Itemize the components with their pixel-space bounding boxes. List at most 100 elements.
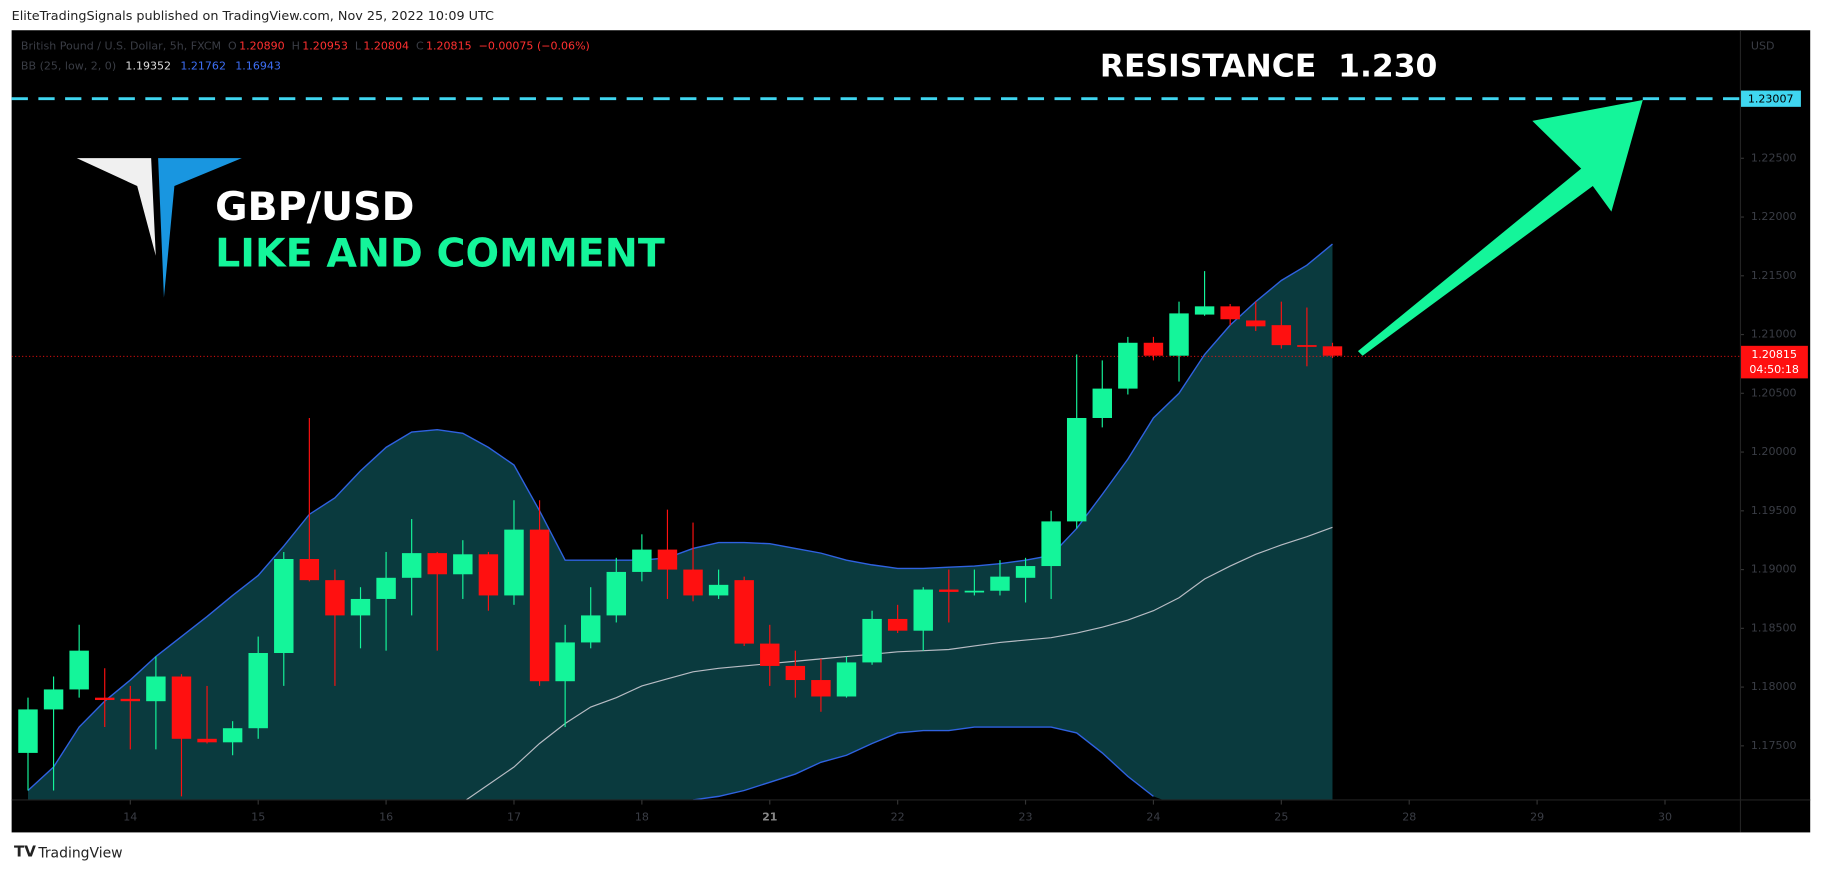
candle-body	[964, 590, 985, 593]
candle-body	[1015, 566, 1036, 578]
x-tick-label: 21	[762, 810, 777, 823]
candle-body	[1297, 345, 1317, 347]
legend-symbol: British Pound / U.S. Dollar, 5h, FXCM	[21, 40, 221, 53]
legend-key: L	[355, 40, 362, 53]
currency: USD	[1751, 40, 1775, 53]
legend-value: 1.20815	[426, 40, 472, 53]
candle-body	[555, 642, 575, 682]
candle-body	[299, 559, 320, 581]
candle-body	[171, 676, 192, 739]
y-tick-label: 1.20500	[1751, 386, 1797, 399]
x-tick-label: 29	[1530, 810, 1544, 823]
band-line	[27, 243, 1333, 792]
publish-header: EliteTradingSignals published on Trading…	[12, 9, 494, 24]
candle-body	[734, 580, 754, 644]
candle-body	[427, 553, 447, 575]
x-tick-label: 23	[1019, 810, 1033, 823]
bb-name: BB (25, low, 2, 0)	[21, 59, 116, 72]
candle-body	[69, 650, 89, 690]
candle-body	[708, 584, 729, 596]
candle-body	[1169, 313, 1189, 356]
legend-change: −0.00075 (−0.06%)	[479, 40, 590, 53]
logo-right	[158, 158, 242, 298]
bb-value: 1.21762	[180, 59, 226, 72]
bb-legend: BB (25, low, 2, 0) 1.19352 1.21762 1.16943	[21, 59, 281, 72]
candle-body	[1220, 306, 1240, 320]
overlay: 1.23007 1.17500 1.18000 1.18500 1.19000 1.195…	[11, 30, 1811, 833]
candle-body	[453, 554, 473, 575]
logo-left	[76, 158, 156, 256]
candle-body	[248, 653, 268, 729]
legend-key: C	[416, 40, 424, 53]
y-tick-label: 1.19000	[1751, 563, 1797, 576]
candle-body	[1246, 320, 1266, 327]
resistance-price: 1.23007	[1748, 92, 1794, 105]
footer-bg	[11, 832, 1811, 872]
y-tick-label: 1.18000	[1751, 680, 1797, 693]
candle-body	[1041, 521, 1061, 567]
x-tick-label: 30	[1658, 810, 1672, 823]
candle-body	[376, 577, 396, 599]
legend-value: 1.20890	[239, 40, 285, 53]
band-fill	[27, 244, 1333, 800]
y-tick-label: 1.22000	[1751, 210, 1797, 223]
last-price: 1.20815	[1751, 348, 1797, 361]
bb-value: 1.19352	[125, 59, 171, 72]
candle-body	[1271, 325, 1292, 346]
candle-body	[18, 709, 38, 753]
candle-body	[939, 589, 959, 592]
candle-body	[274, 559, 294, 654]
candle-body	[1143, 342, 1164, 356]
x-tick-label: 28	[1402, 810, 1416, 823]
y-tick-label: 1.21000	[1751, 328, 1797, 341]
candle-body	[1066, 417, 1087, 522]
candle-body	[990, 576, 1010, 591]
y-tick-label: 1.17500	[1751, 739, 1797, 752]
candle-body	[222, 728, 243, 743]
candle-body	[146, 676, 166, 702]
candle-body	[887, 618, 908, 631]
x-tick-label: 15	[251, 810, 265, 823]
candle-body	[1322, 346, 1343, 356]
y-tick-label: 1.22500	[1751, 151, 1797, 164]
candle-body	[862, 618, 882, 663]
resistance-tag	[1740, 90, 1801, 107]
y-tick-label: 1.20000	[1751, 445, 1797, 458]
countdown: 04:50:18	[1749, 363, 1799, 376]
legend-key: H	[292, 40, 300, 53]
candle-body	[760, 643, 780, 666]
candle-body	[43, 689, 64, 710]
candle-body	[350, 598, 371, 616]
candle-body	[1092, 388, 1112, 418]
footer-brand: TradingView	[37, 845, 122, 861]
candle-body	[1118, 342, 1138, 389]
y-tick-label: 1.19500	[1751, 504, 1797, 517]
candle-body	[95, 697, 115, 701]
legend-value: 1.20953	[302, 40, 348, 53]
candle-body	[632, 549, 652, 572]
candle-body	[657, 549, 678, 570]
ohlc-legend: British Pound / U.S. Dollar, 5h, FXCM O 1.…	[21, 40, 590, 53]
x-tick-label: 25	[1274, 810, 1288, 823]
candle-body	[913, 589, 933, 631]
y-tick-label: 1.21500	[1751, 269, 1797, 282]
x-tick-label: 22	[891, 810, 905, 823]
candle-body	[785, 665, 806, 681]
candle-body	[836, 662, 857, 697]
candle-body	[401, 553, 422, 578]
resistance-label: RESISTANCE 1.230	[1100, 48, 1438, 84]
candle-body	[1194, 306, 1215, 315]
candle-body	[580, 615, 601, 643]
band-line	[465, 526, 1333, 800]
legend-key: O	[228, 40, 237, 53]
candle-body	[504, 529, 524, 596]
plot-area	[11, 243, 1741, 800]
candle-body	[325, 580, 345, 616]
pair-title: GBP/USD	[215, 184, 414, 230]
candle-body	[120, 698, 141, 702]
x-tick-label: 16	[379, 810, 393, 823]
tv-logo: 𝗧𝗩	[14, 843, 36, 861]
x-tick-label: 18	[635, 810, 649, 823]
candle-body	[478, 554, 499, 596]
x-tick-label: 24	[1146, 810, 1160, 823]
